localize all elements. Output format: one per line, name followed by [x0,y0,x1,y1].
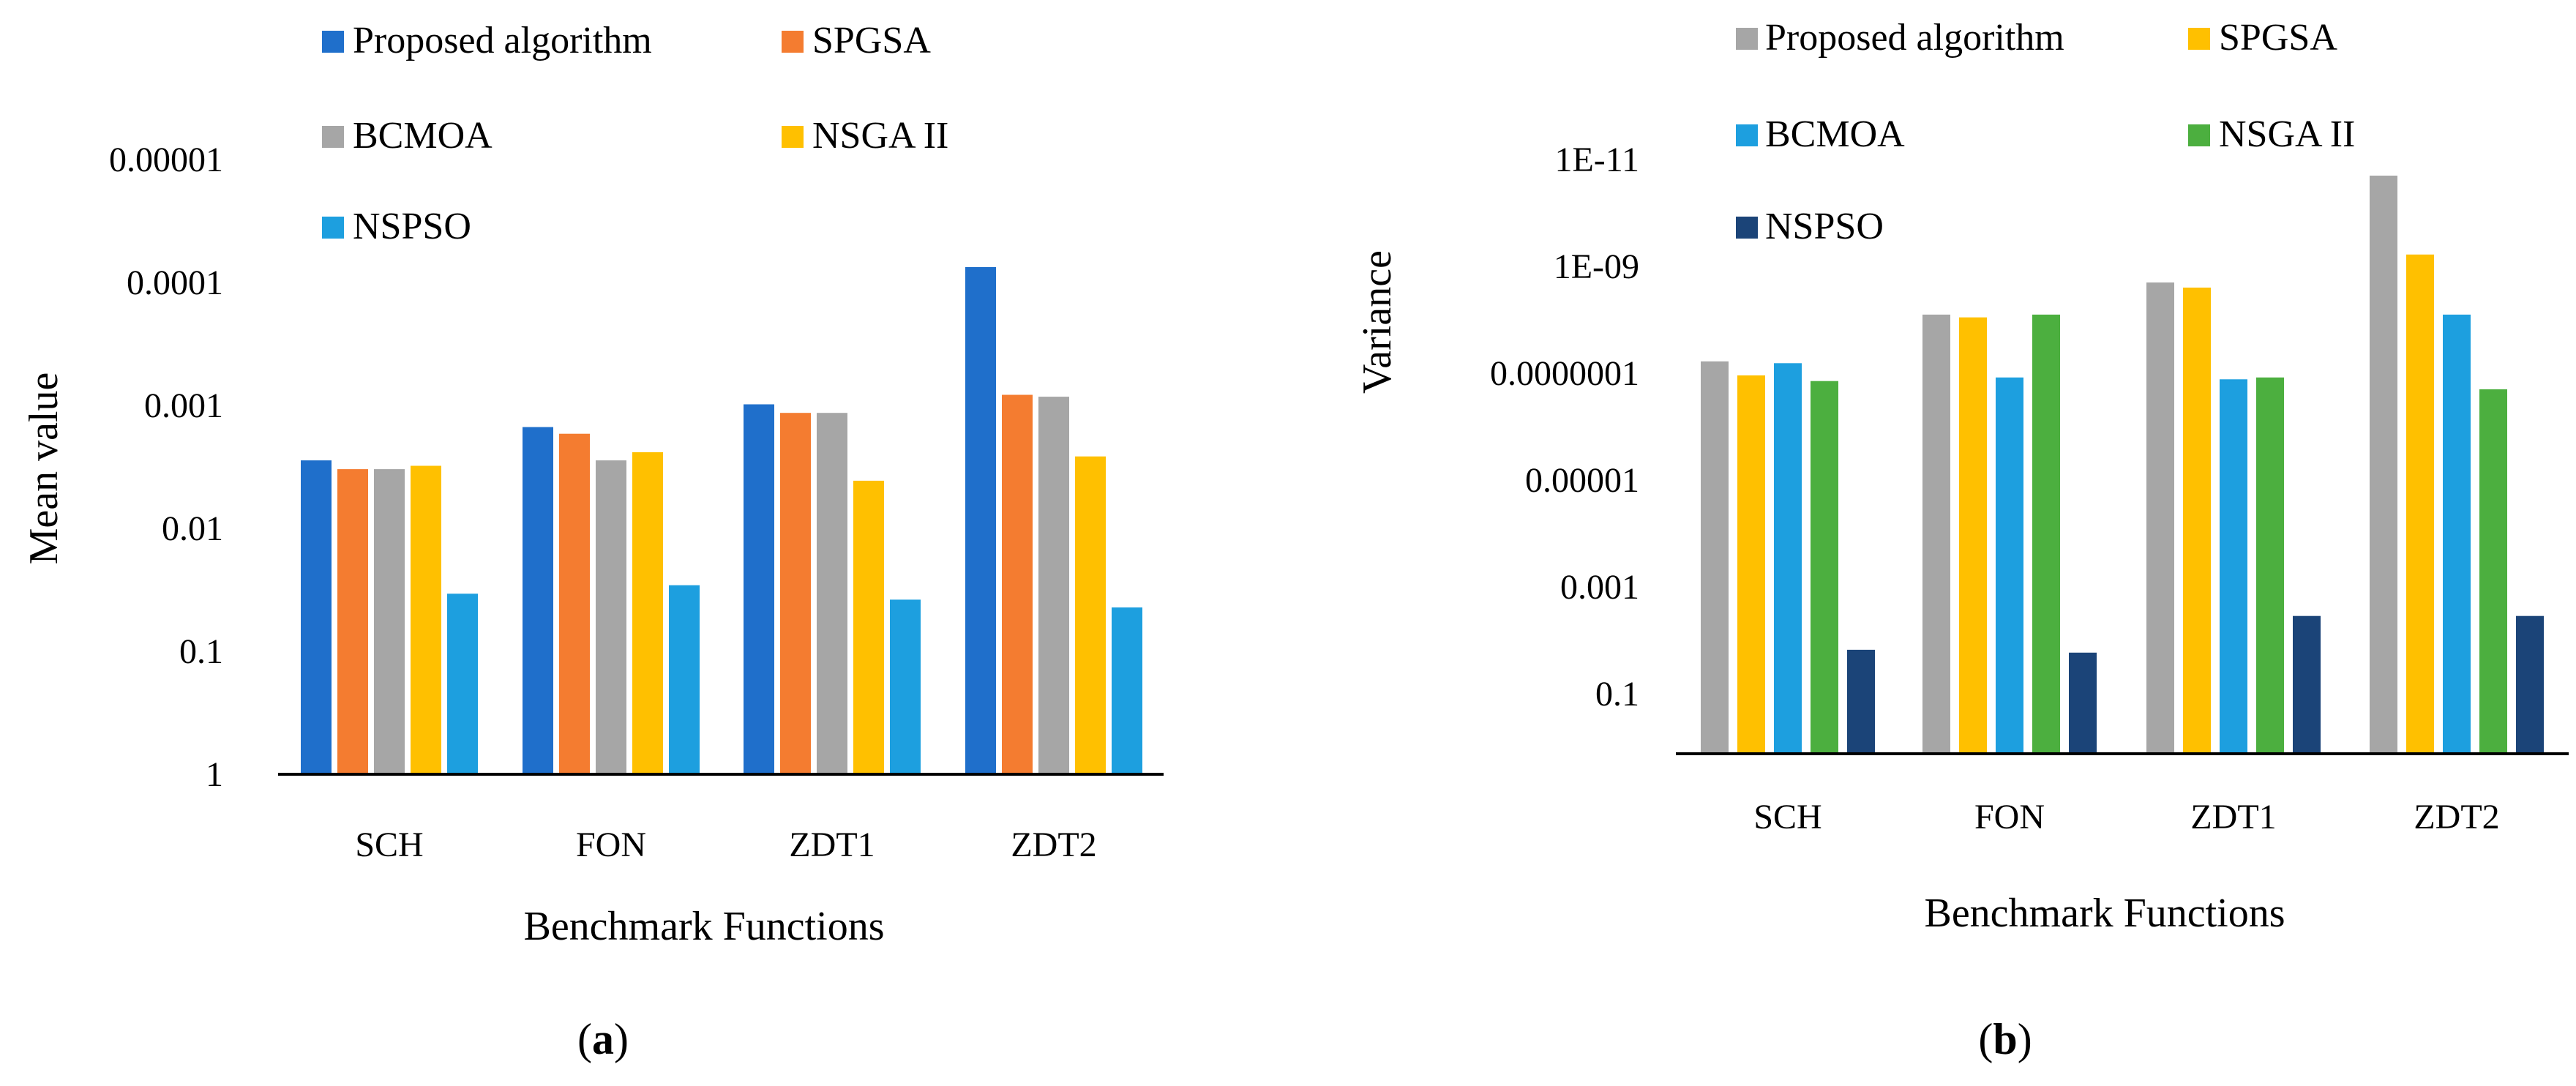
bar-nsga-ii-zdt1 [2256,377,2284,754]
bar-nspso-fon [2069,652,2097,754]
legend-b: Proposed algorithm SPGSA BCMOA NSGA II N… [1736,17,2355,247]
panel-letter-b: b [1993,1015,2017,1063]
y-axis-ticks-a: 0.00001 0.0001 0.001 0.01 0.1 1 [109,141,223,794]
bar-nsga-ii-zdt2 [1075,456,1106,774]
x-category-label: ZDT1 [789,825,875,864]
bar-nsga-ii-sch [1811,381,1838,754]
bar-nspso-sch [1847,649,1875,754]
legend-swatch-nspso [1736,217,1758,239]
bar-proposed-algorithm-fon [523,427,553,774]
legend-label-bcmoa: BCMOA [1765,113,1905,155]
bar-nspso-zdt2 [2516,615,2544,754]
bar-proposed-algorithm-sch [301,460,332,774]
bar-bcmoa-zdt1 [817,413,847,774]
legend-swatch-proposed [322,31,344,53]
bar-spgsa-fon [1959,317,1987,754]
x-category-label: ZDT2 [2414,798,2499,836]
bar-spgsa-zdt1 [780,413,811,774]
bar-proposed-algorithm-zdt2 [965,267,996,774]
legend-label-proposed: Proposed algorithm [1765,17,2064,59]
legend-label-nsga: NSGA II [2219,113,2355,155]
y-tick-label: 0.1 [179,632,223,671]
bar-spgsa-sch [1737,375,1765,754]
legend-label-proposed: Proposed algorithm [353,20,652,61]
y-tick-label: 0.0001 [127,263,223,302]
legend-swatch-nsga [2188,124,2210,146]
panel-label-a: (a) [577,1015,629,1063]
bar-bcmoa-zdt1 [2220,379,2247,754]
y-tick-label: 1E-11 [1554,141,1639,179]
bar-proposed-algorithm-zdt2 [2370,176,2397,754]
x-category-label: FON [1974,798,2045,836]
bar-bcmoa-sch [1774,363,1802,754]
y-tick-label: 0.001 [1560,568,1639,607]
x-category-label: ZDT2 [1011,825,1096,864]
legend-label-bcmoa: BCMOA [353,115,493,157]
bar-nspso-zdt2 [1112,607,1142,774]
y-tick-label: 1 [206,755,223,794]
panel-label-b: (b) [1978,1015,2032,1063]
y-tick-label: 0.0000001 [1490,354,1639,393]
legend-swatch-spgsa [2188,28,2210,50]
y-axis-title-a: Mean value [21,372,67,565]
y-tick-label: 0.00001 [109,141,223,179]
bar-spgsa-zdt2 [2406,254,2434,754]
bar-bcmoa-sch [374,469,405,774]
x-category-label: FON [576,825,646,864]
bar-nspso-sch [447,593,478,774]
bar-bcmoa-fon [1996,377,2023,754]
y-tick-label: 0.01 [162,509,223,548]
bar-nsga-ii-fon [632,452,663,774]
legend-swatch-proposed [1736,28,1758,50]
chart-panel-b: Proposed algorithm SPGSA BCMOA NSGA II N… [1355,17,2569,1063]
legend-swatch-bcmoa [1736,124,1758,146]
panel-letter-a: a [592,1015,614,1063]
legend-label-nspso: NSPSO [353,206,471,247]
x-category-label: SCH [355,825,423,864]
bar-nspso-zdt1 [890,599,921,774]
bar-nspso-zdt1 [2293,615,2321,754]
bar-spgsa-zdt2 [1002,394,1033,774]
legend-label-spgsa: SPGSA [2219,17,2337,59]
y-tick-label: 1E-09 [1554,247,1639,286]
bar-nsga-ii-zdt2 [2479,389,2507,754]
bar-bcmoa-zdt2 [2443,314,2471,754]
y-tick-label: 0.1 [1595,675,1639,714]
bars-a [301,267,1142,774]
bar-nsga-ii-zdt1 [853,480,884,774]
legend-label-nspso: NSPSO [1765,206,1884,247]
bar-nsga-ii-fon [2032,314,2060,754]
chart-panel-a: Proposed algorithm SPGSA BCMOA NSGA II N… [21,20,1164,1063]
y-axis-ticks-b: 1E-11 1E-09 0.0000001 0.00001 0.001 0.1 [1490,141,1639,714]
legend-a: Proposed algorithm SPGSA BCMOA NSGA II N… [322,20,948,247]
bar-spgsa-zdt1 [2183,288,2211,754]
bar-spgsa-fon [559,433,590,774]
legend-swatch-bcmoa [322,126,344,148]
bar-proposed-algorithm-zdt1 [2146,282,2174,754]
bar-proposed-algorithm-sch [1701,361,1729,754]
x-axis-title-a: Benchmark Functions [523,904,884,949]
bar-proposed-algorithm-zdt1 [744,404,774,774]
x-axis-categories-b: SCH FON ZDT1 ZDT2 [1753,798,2499,836]
bar-proposed-algorithm-fon [1922,314,1950,754]
y-tick-label: 0.00001 [1525,461,1639,500]
bars-b [1701,176,2544,754]
x-category-label: ZDT1 [2190,798,2276,836]
bar-nspso-fon [669,585,700,774]
y-axis-title-b: Variance [1355,250,1400,394]
legend-swatch-spgsa [782,31,804,53]
bar-spgsa-sch [337,469,368,774]
y-tick-label: 0.001 [144,386,223,425]
bar-bcmoa-fon [596,460,626,774]
bar-nsga-ii-sch [411,465,441,774]
bar-bcmoa-zdt2 [1038,397,1069,774]
legend-label-nsga: NSGA II [812,115,948,157]
legend-swatch-nspso [322,217,344,239]
x-axis-title-b: Benchmark Functions [1924,891,2285,936]
legend-label-spgsa: SPGSA [812,20,931,61]
legend-swatch-nsga [782,126,804,148]
x-axis-categories-a: SCH FON ZDT1 ZDT2 [355,825,1096,864]
x-category-label: SCH [1753,798,1821,836]
